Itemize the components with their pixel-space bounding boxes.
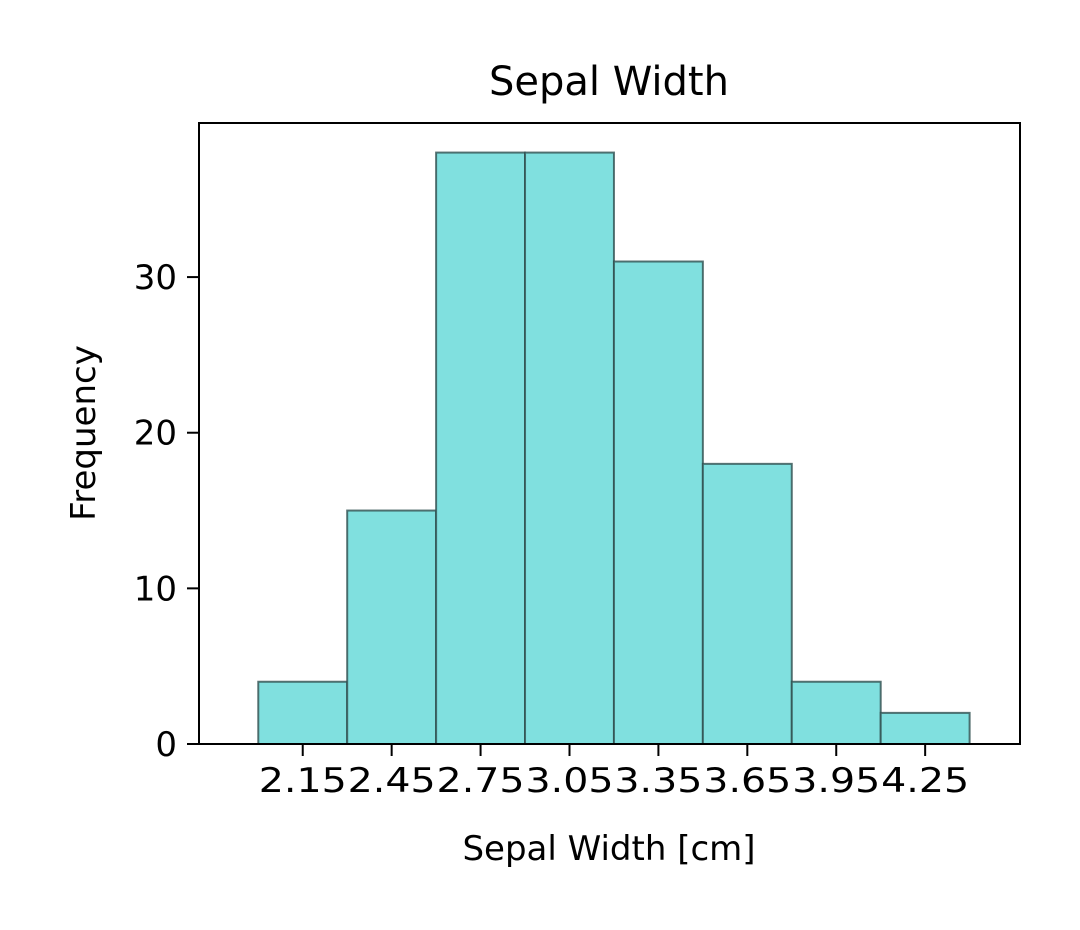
histogram-bar xyxy=(435,151,527,746)
histogram-bar xyxy=(701,462,793,745)
x-tick-label: 2.45 xyxy=(348,761,436,801)
y-axis-label: Frequency xyxy=(64,345,104,521)
histogram-bar xyxy=(346,509,438,745)
y-tick-label: 10 xyxy=(134,569,177,609)
x-tick-label: 2.15 xyxy=(259,761,347,801)
x-axis: 2.15 2.45 2.75 3.05 3.35 3.65 3.95 4.25 xyxy=(259,744,969,801)
histogram-bar xyxy=(257,680,349,746)
bars-group xyxy=(257,151,971,746)
x-tick-label: 3.05 xyxy=(525,761,613,801)
x-axis-label: Sepal Width [cm] xyxy=(462,829,755,869)
y-tick-label: 20 xyxy=(134,414,177,454)
histogram-bar xyxy=(879,711,971,746)
x-tick-label: 3.95 xyxy=(792,761,880,801)
histogram-bar xyxy=(612,260,704,745)
y-tick-label: 0 xyxy=(155,725,177,765)
x-tick-label: 3.65 xyxy=(703,761,791,801)
x-tick-label: 2.75 xyxy=(437,761,525,801)
histogram-bar xyxy=(524,151,615,746)
y-axis: 0 10 20 30 xyxy=(134,258,199,765)
x-tick-label: 3.35 xyxy=(614,761,702,801)
x-tick-label: 4.25 xyxy=(881,761,969,801)
chart-title: Sepal Width xyxy=(489,59,729,105)
y-tick-label: 30 xyxy=(134,258,177,298)
histogram-bar xyxy=(790,680,882,746)
